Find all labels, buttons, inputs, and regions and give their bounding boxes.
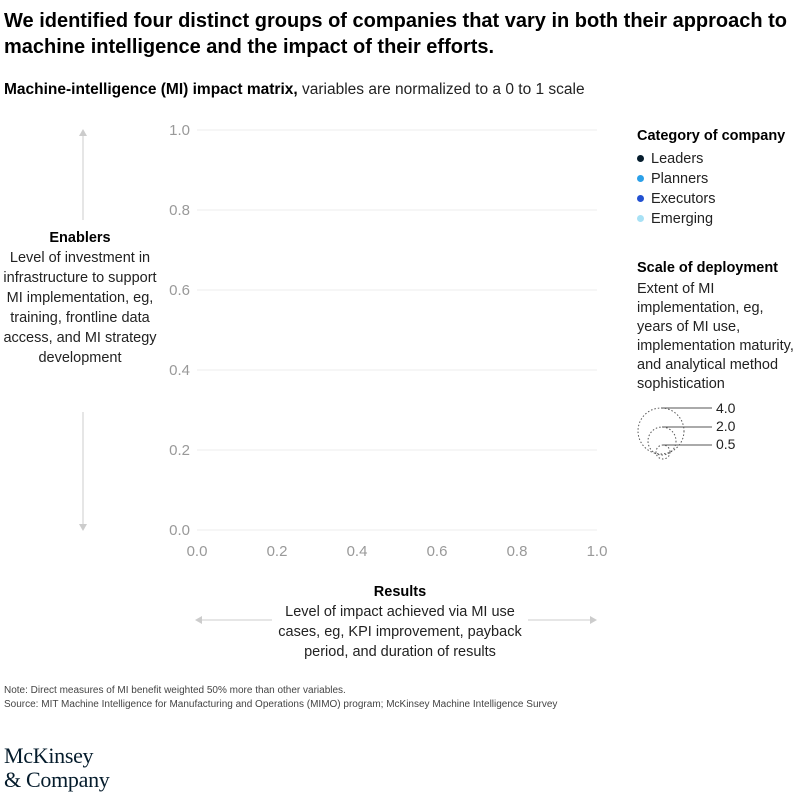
y-tick-label: 0.0 xyxy=(169,522,190,539)
x-tick-label: 0.4 xyxy=(347,543,368,560)
x-axis-label: Results Level of impact achieved via MI … xyxy=(200,582,600,662)
x-tick-label: 0.6 xyxy=(427,543,448,560)
y-tick-label: 0.8 xyxy=(169,202,190,219)
size-circle-small xyxy=(655,444,671,460)
size-label-medium: 2.0 xyxy=(716,418,736,434)
legend-item-leaders: Leaders xyxy=(637,149,703,169)
subtitle-bold: Machine-intelligence (MI) impact matrix, xyxy=(4,81,298,98)
arrow-down-icon xyxy=(79,524,87,531)
chart-subtitle: Machine-intelligence (MI) impact matrix,… xyxy=(4,80,585,100)
arrow-up-icon xyxy=(79,129,87,136)
legend-dot-icon xyxy=(637,154,644,162)
x-tick-label: 1.0 xyxy=(587,543,608,560)
size-circle-medium xyxy=(647,426,677,456)
legend-label: Leaders xyxy=(651,151,704,167)
y-tick-label: 1.0 xyxy=(169,122,190,139)
y-axis-label: Enablers Level of investment in infrastr… xyxy=(0,228,160,368)
size-legend: 4.0 2.0 0.5 xyxy=(637,400,736,460)
size-circle-large xyxy=(637,407,685,455)
source-text: Source: MIT Machine Intelligence for Man… xyxy=(4,699,558,710)
legend-label: Emerging xyxy=(651,211,714,227)
y-axis-heading: Enablers xyxy=(49,230,111,246)
x-axis-arrow xyxy=(195,616,597,624)
arrow-right-icon xyxy=(590,616,597,624)
x-tick-label: 0.2 xyxy=(267,543,288,560)
footnote: Note: Direct measures of MI benefit weig… xyxy=(4,684,794,712)
chart-title: We identified four distinct groups of co… xyxy=(4,10,788,58)
legend-dot-icon xyxy=(637,214,644,222)
y-axis-arrow xyxy=(79,129,87,531)
legend-dot-icon xyxy=(637,194,644,202)
y-tick-label: 0.4 xyxy=(169,362,190,379)
legend-label: Planners xyxy=(651,171,709,187)
arrow-left-icon xyxy=(195,616,202,624)
x-tick-label: 0.8 xyxy=(507,543,528,560)
legend-item-planners: Planners xyxy=(637,169,708,189)
size-label-large: 4.0 xyxy=(716,400,736,416)
subtitle-rest: variables are normalized to a 0 to 1 sca… xyxy=(297,81,585,98)
mckinsey-logo: McKinsey & Company xyxy=(4,743,110,792)
logo-line-2: & Company xyxy=(4,767,110,792)
legend-item-emerging: Emerging xyxy=(637,209,713,229)
x-tick-label: 0.0 xyxy=(187,543,208,560)
legend-item-executors: Executors xyxy=(637,189,715,209)
size-label-small: 0.5 xyxy=(716,436,736,452)
y-tick-label: 0.6 xyxy=(169,282,190,299)
legend-dot-icon xyxy=(637,174,644,182)
legend-label: Executors xyxy=(651,191,716,207)
legend-title: Category of company xyxy=(637,128,786,144)
logo-line-1: McKinsey xyxy=(4,743,94,768)
y-tick-label: 0.2 xyxy=(169,442,190,459)
scale-description: Extent of MI implementation, eg, years o… xyxy=(637,281,794,392)
x-axis-heading: Results xyxy=(373,584,427,600)
x-axis-description: Level of impact achieved via MI use case… xyxy=(278,604,522,660)
scale-title: Scale of deployment xyxy=(637,260,779,276)
note-text: Note: Direct measures of MI benefit weig… xyxy=(4,685,346,696)
y-axis-description: Level of investment in infrastructure to… xyxy=(3,250,157,366)
